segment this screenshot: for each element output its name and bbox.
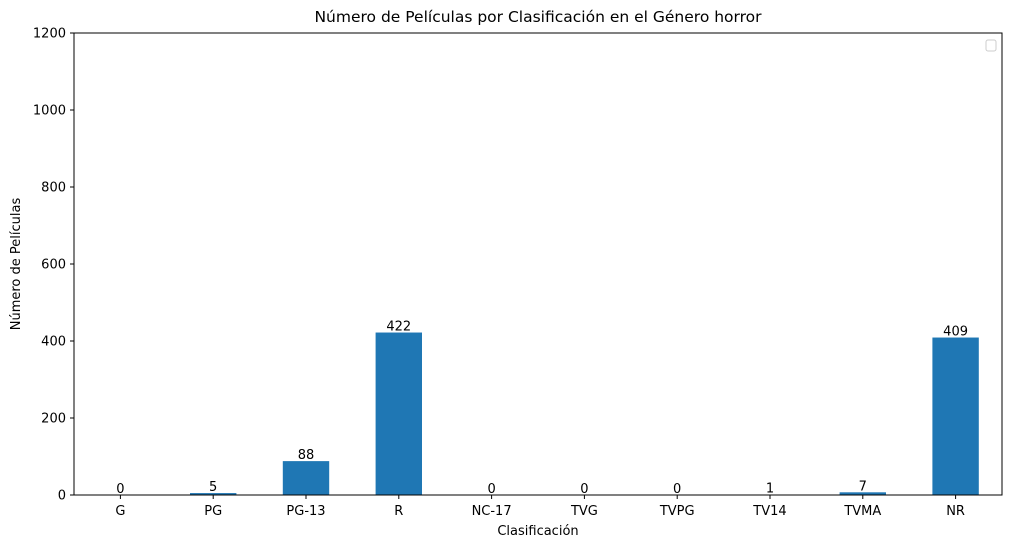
x-tick-label: TV14 [752, 504, 786, 519]
data-label: 88 [298, 448, 315, 463]
y-tick-label: 800 [41, 181, 66, 196]
x-tick-label: TVMA [843, 504, 881, 519]
y-tick-label: 0 [58, 489, 66, 504]
data-labels: 0 5 88 422 0 0 0 1 7 409 [116, 320, 968, 497]
data-label: 5 [209, 480, 217, 495]
y-tick-label: 1000 [33, 104, 66, 119]
data-label: 7 [859, 479, 867, 494]
data-label: 1 [766, 482, 774, 497]
bars [190, 332, 979, 495]
y-axis-label: Número de Películas [9, 198, 24, 331]
y-tick-label: 600 [41, 258, 66, 273]
y-tick-label: 1200 [33, 27, 66, 42]
data-label: 422 [386, 320, 411, 335]
x-tick-label: R [394, 504, 403, 519]
x-axis-label: Clasificación [497, 524, 578, 539]
bar-nr [932, 337, 979, 495]
x-tick-label: TVPG [659, 504, 695, 519]
y-tick-label: 200 [41, 412, 66, 427]
x-tick-label: PG [204, 504, 222, 519]
y-tick-label: 400 [41, 335, 66, 350]
bar-pg-13 [282, 461, 330, 495]
data-label: 0 [673, 482, 681, 497]
x-tick-label: NC-17 [472, 504, 512, 519]
legend-box [985, 39, 997, 52]
bar-r [375, 332, 422, 495]
data-label: 0 [116, 482, 124, 497]
chart-title: Número de Películas por Clasificación en… [314, 8, 762, 26]
x-axis-ticks: G PG PG-13 R NC-17 TVG TVPG TV14 TVMA NR [115, 495, 965, 519]
bar-tvma [839, 492, 886, 495]
x-tick-label: PG-13 [286, 504, 325, 519]
plot-frame [73, 32, 1003, 496]
x-tick-label: NR [946, 504, 965, 519]
data-label: 0 [487, 482, 495, 497]
y-axis-ticks: 0 200 400 600 800 1000 1200 [33, 27, 74, 504]
x-tick-label: G [115, 504, 125, 519]
x-tick-label: TVG [570, 504, 598, 519]
bar-pg [190, 493, 237, 495]
data-label: 0 [580, 482, 588, 497]
data-label: 409 [943, 325, 968, 340]
